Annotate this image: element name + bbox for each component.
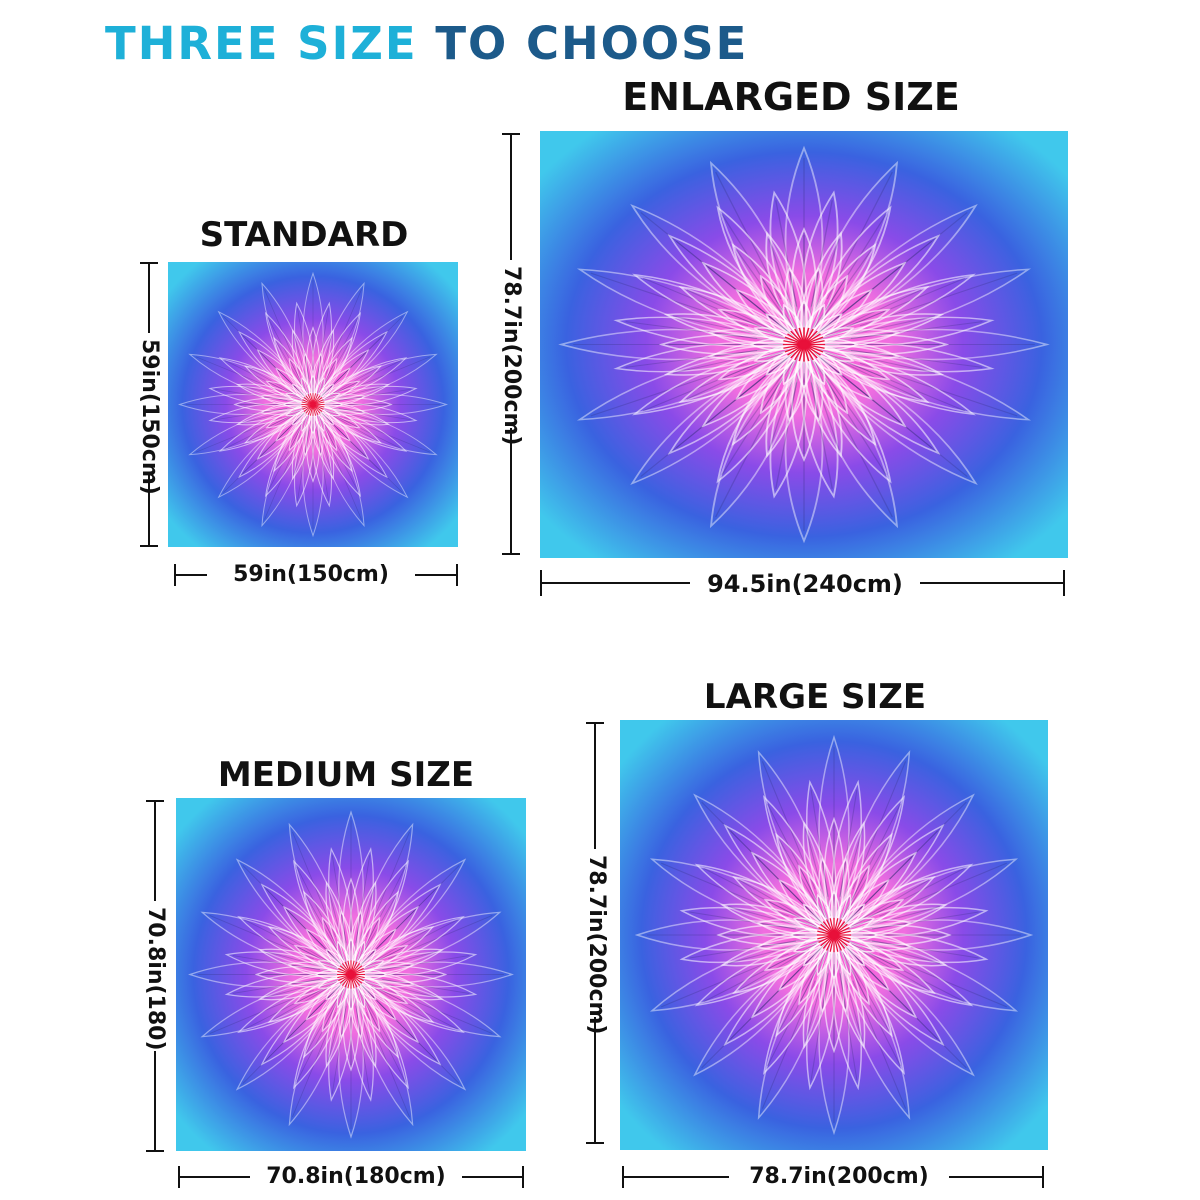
large-tapestry-image — [620, 720, 1048, 1150]
title-part-dark: TO CHOOSE — [435, 17, 749, 70]
standard-tapestry-image — [168, 262, 458, 547]
enlarged-height-text: 78.7in(200cm) — [498, 260, 524, 445]
large-width-text: 78.7in(200cm) — [729, 1164, 949, 1190]
mandala-pattern — [540, 131, 1068, 558]
standard-label: STANDARD — [199, 215, 409, 255]
mandala-pattern — [168, 262, 458, 547]
standard-height-text: 59in(150cm) — [136, 333, 162, 495]
medium-width-text: 70.8in(180cm) — [250, 1164, 462, 1190]
standard-width-dimension: 59in(150cm) — [174, 560, 458, 590]
enlarged-tapestry-image — [540, 131, 1068, 558]
enlarged-width-text: 94.5in(240cm) — [690, 571, 920, 597]
large-height-dimension: 78.7in(200cm) — [580, 722, 610, 1144]
enlarged-width-dimension: 94.5in(240cm) — [540, 566, 1065, 600]
enlarged-label: ENLARGED SIZE — [622, 75, 960, 119]
medium-height-text: 70.8in(180) — [142, 901, 168, 1051]
enlarged-height-dimension: 78.7in(200cm) — [496, 133, 526, 555]
large-width-dimension: 78.7in(200cm) — [622, 1162, 1044, 1192]
mandala-pattern — [620, 720, 1048, 1150]
standard-height-dimension: 59in(150cm) — [134, 262, 164, 547]
standard-width-text: 59in(150cm) — [207, 562, 415, 588]
mandala-pattern — [176, 798, 526, 1151]
large-label: LARGE SIZE — [703, 677, 927, 717]
medium-width-dimension: 70.8in(180cm) — [178, 1162, 524, 1192]
title-part-light: THREE SIZE — [105, 17, 436, 70]
page-title: THREE SIZE TO CHOOSE — [105, 14, 748, 74]
medium-tapestry-image — [176, 798, 526, 1151]
large-height-text: 78.7in(200cm) — [583, 849, 609, 1034]
medium-height-dimension: 70.8in(180) — [140, 800, 170, 1152]
medium-label: MEDIUM SIZE — [217, 755, 475, 795]
